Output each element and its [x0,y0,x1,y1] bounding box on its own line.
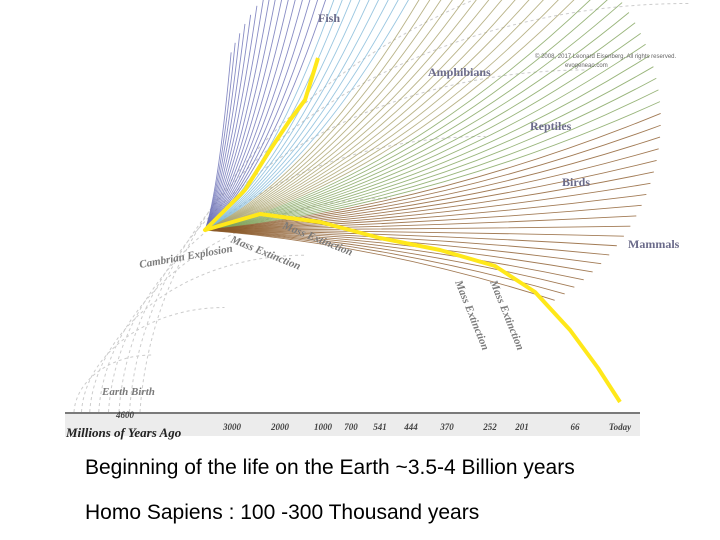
branch [204,101,661,231]
tick-label: 370 [439,422,454,432]
branch [204,0,490,231]
branch [204,0,516,231]
branch [204,5,258,231]
branch [204,171,654,231]
branch [204,229,624,237]
human-lineage [203,57,622,404]
time-arc [129,2,689,413]
branch [204,0,409,231]
branch [204,204,642,231]
branch [204,0,399,231]
branch [204,0,530,231]
branch [204,0,503,231]
event-label: Mass Extinction [487,278,526,352]
event-label: Cambrian Explosion [138,243,233,271]
branch [204,66,654,231]
tick-label: 4600 [115,410,135,420]
branch [204,182,651,231]
tick-label: Today [609,422,632,432]
branch [204,0,352,231]
branch [204,0,361,231]
branch [204,113,661,231]
event-label: Mass Extinction [452,278,491,352]
branch [204,136,661,231]
branch [204,23,246,231]
branch [204,0,276,231]
time-arc [98,197,392,413]
branch [204,0,296,231]
branch [204,0,303,231]
branch [204,0,283,231]
branch [204,0,264,231]
branch [204,89,659,231]
time-arcs [73,0,689,413]
branch [204,229,584,281]
time-arc [73,354,153,413]
branch [204,225,631,231]
tick-label: 201 [514,422,529,432]
group-label: Amphibians [428,65,491,79]
branch [204,0,289,231]
branch [204,0,389,231]
timeline-band [65,412,640,436]
time-arc [81,306,225,413]
branch [204,215,637,231]
group-label: Mammals [628,237,680,251]
branch [204,0,370,231]
tick-label: 3000 [222,422,242,432]
branch [204,0,442,231]
axis-title: Millions of Years Ago [65,425,182,440]
tick-label: 252 [482,422,497,432]
tick-label: 66 [571,422,581,432]
branch [204,0,544,231]
group-label: Reptiles [530,119,572,133]
branch [204,0,465,231]
branch [204,14,252,231]
event-label: Earth Birth [101,386,155,398]
branch [204,229,617,247]
branch [204,148,659,231]
time-arc [118,69,588,413]
branch [204,124,661,231]
branch [204,0,420,231]
branch [204,77,657,231]
branch [204,0,379,231]
caption-line: Homo Sapiens : 100 -300 Thousand years [85,501,480,524]
group-label: Birds [562,175,590,189]
group-label: Fish [318,11,340,25]
branch [204,229,555,301]
tick-label: 700 [344,422,358,432]
branch [204,0,270,231]
tick-label: 541 [373,422,387,432]
branch [204,54,651,231]
branch [204,43,646,231]
copyright: © 2008, 2017 Leonard Eisenberg. All righ… [535,53,677,60]
branch [204,229,575,288]
tick-label: 444 [403,422,418,432]
branch [204,32,641,231]
copyright: evogeneao.com [565,63,608,69]
timeline-ticks: 4600 3000 2000 1000 700 541 444 370 252 201 66 Toda… [115,410,632,432]
tick-label: 2000 [270,422,290,432]
branch [204,0,453,231]
branch [204,160,657,231]
tick-label: 1000 [314,422,333,432]
branch [204,193,647,231]
caption-line: Beginning of the life on the Earth ~3.5-… [85,456,575,479]
branch [204,229,610,256]
branch [204,0,431,231]
branch [204,229,593,273]
branch [204,0,477,231]
